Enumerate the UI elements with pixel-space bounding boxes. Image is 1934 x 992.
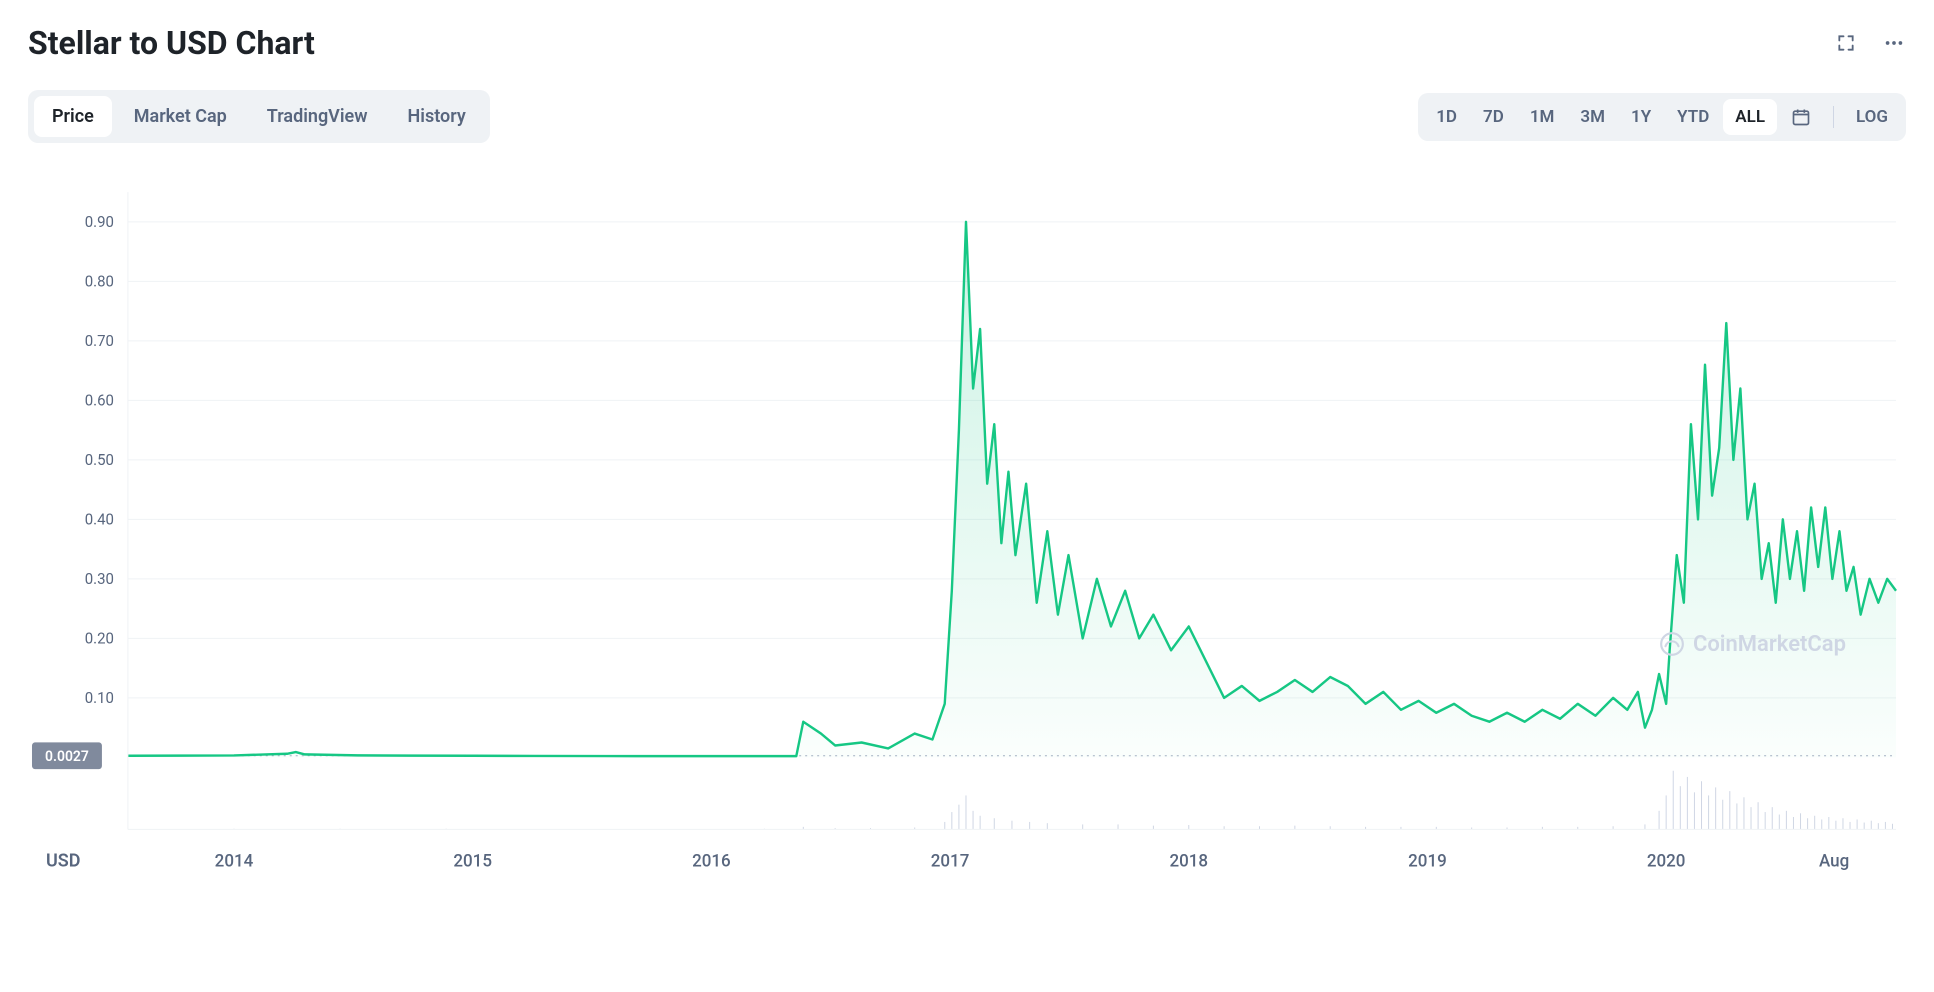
svg-text:0.70: 0.70 — [85, 332, 114, 350]
svg-text:0.30: 0.30 — [85, 570, 114, 588]
range-all[interactable]: ALL — [1723, 99, 1777, 135]
svg-text:0.50: 0.50 — [85, 451, 114, 469]
range-1m[interactable]: 1M — [1518, 99, 1567, 135]
svg-text:Aug: Aug — [1819, 851, 1849, 871]
svg-text:2018: 2018 — [1169, 851, 1208, 871]
svg-text:0.80: 0.80 — [85, 272, 114, 290]
svg-text:0.20: 0.20 — [85, 629, 114, 647]
svg-text:0.10: 0.10 — [85, 689, 114, 707]
price-chart[interactable]: 0.10 0.20 0.30 0.40 0.50 0.60 0.70 0.80 0.90 0.00… — [28, 151, 1906, 891]
page-title: Stellar to USD Chart — [28, 24, 315, 62]
range-1d[interactable]: 1D — [1424, 99, 1469, 135]
view-tab-tradingview[interactable]: TradingView — [249, 96, 386, 137]
svg-text:2019: 2019 — [1408, 851, 1447, 871]
svg-text:2014: 2014 — [215, 851, 254, 871]
svg-text:0.40: 0.40 — [85, 510, 114, 528]
view-tabs: PriceMarket CapTradingViewHistory — [28, 90, 490, 143]
svg-text:USD: USD — [46, 850, 81, 871]
svg-text:2016: 2016 — [692, 851, 731, 871]
svg-text:2015: 2015 — [453, 851, 492, 871]
svg-text:2017: 2017 — [931, 851, 970, 871]
chart-container: 0.10 0.20 0.30 0.40 0.50 0.60 0.70 0.80 0.90 0.00… — [28, 151, 1906, 891]
range-7d[interactable]: 7D — [1471, 99, 1516, 135]
svg-text:0.90: 0.90 — [85, 213, 114, 231]
date-range-button[interactable] — [1779, 99, 1823, 135]
separator — [1833, 106, 1834, 128]
svg-text:2020: 2020 — [1647, 851, 1686, 871]
range-1y[interactable]: 1Y — [1619, 99, 1663, 135]
fullscreen-icon[interactable] — [1834, 31, 1858, 55]
range-ytd[interactable]: YTD — [1665, 99, 1721, 135]
log-scale-toggle[interactable]: LOG — [1844, 99, 1900, 135]
view-tab-market-cap[interactable]: Market Cap — [116, 96, 245, 137]
range-controls: 1D7D1M3M1YYTDALL LOG — [1418, 93, 1906, 141]
svg-text:0.0027: 0.0027 — [45, 749, 89, 765]
more-icon[interactable] — [1882, 31, 1906, 55]
view-tab-price[interactable]: Price — [34, 96, 112, 137]
range-3m[interactable]: 3M — [1568, 99, 1617, 135]
svg-text:0.60: 0.60 — [85, 391, 114, 409]
view-tab-history[interactable]: History — [390, 96, 484, 137]
